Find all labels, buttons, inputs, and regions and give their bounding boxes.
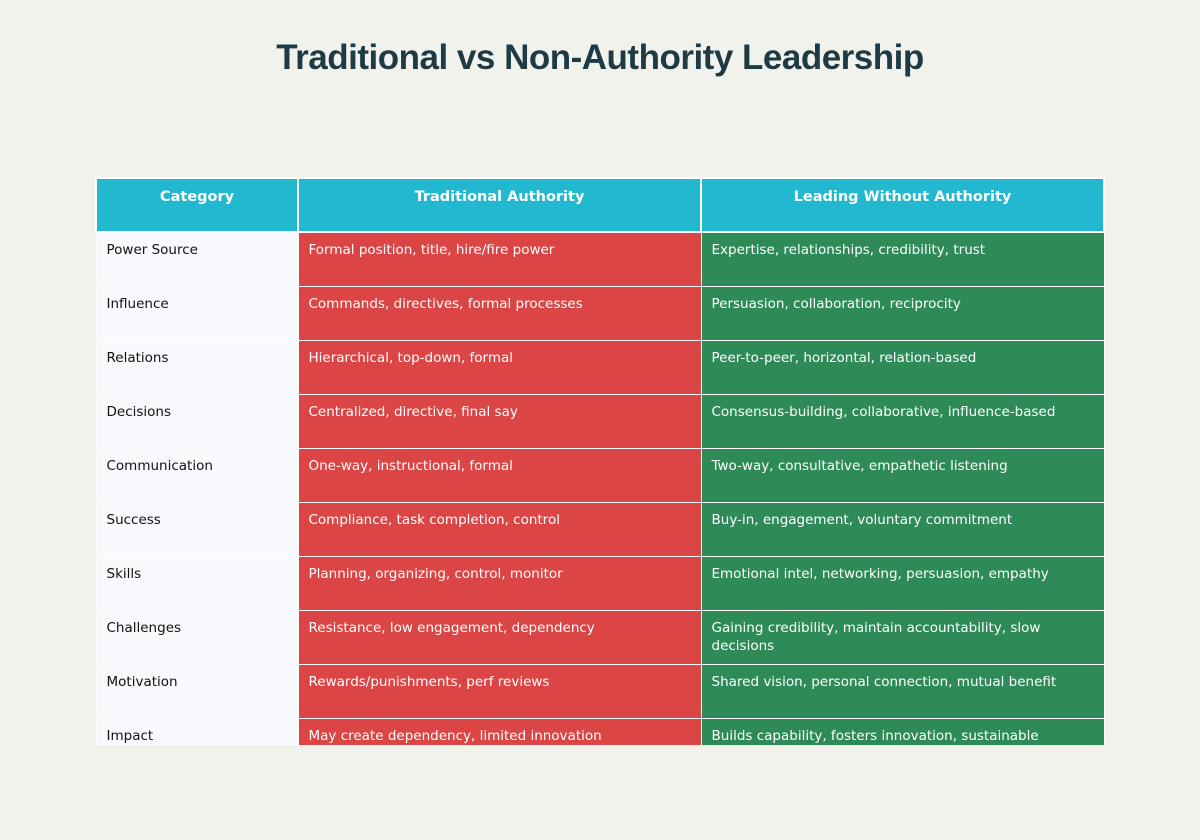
- cell-category: Success: [95, 501, 299, 557]
- cell-category: Influence: [95, 285, 299, 341]
- table-row: Success Compliance, task completion, cont…: [95, 501, 1105, 557]
- cell-leading-without-authority: Gaining credibility, maintain accountabi…: [700, 609, 1105, 665]
- cell-traditional-authority: One-way, instructional, formal: [297, 447, 702, 503]
- table-row: Motivation Rewards/punishments, perf revi…: [95, 663, 1105, 719]
- cell-leading-without-authority: Builds capability, fosters innovation, s…: [700, 717, 1105, 745]
- table-row: Challenges Resistance, low engagement, de…: [95, 609, 1105, 665]
- cell-traditional-authority: Planning, organizing, control, monitor: [297, 555, 702, 611]
- table-row: Power Source Formal position, title, hire…: [95, 231, 1105, 287]
- table-row: Influence Commands, directives, formal pr…: [95, 285, 1105, 341]
- table-body: Power Source Formal position, title, hire…: [95, 231, 1105, 745]
- cell-traditional-authority: Centralized, directive, final say: [297, 393, 702, 449]
- table-row: Relations Hierarchical, top-down, formal P…: [95, 339, 1105, 395]
- cell-leading-without-authority: Shared vision, personal connection, mutu…: [700, 663, 1105, 719]
- cell-leading-without-authority: Consensus-building, collaborative, influ…: [700, 393, 1105, 449]
- chart-title: Traditional vs Non-Authority Leadership: [276, 38, 924, 77]
- cell-leading-without-authority: Buy-in, engagement, voluntary commitment: [700, 501, 1105, 557]
- cell-category: Challenges: [95, 609, 299, 665]
- cell-category: Relations: [95, 339, 299, 395]
- header-traditional-authority: Traditional Authority: [297, 177, 702, 233]
- cell-category: Power Source: [95, 231, 299, 287]
- cell-category: Impact: [95, 717, 299, 745]
- header-leading-without-authority: Leading Without Authority: [700, 177, 1105, 233]
- comparison-table-container: Category Traditional Authority Leading W…: [95, 177, 1105, 745]
- cell-category: Decisions: [95, 393, 299, 449]
- cell-traditional-authority: May create dependency, limited innovatio…: [297, 717, 702, 745]
- cell-leading-without-authority: Emotional intel, networking, persuasion,…: [700, 555, 1105, 611]
- cell-category: Communication: [95, 447, 299, 503]
- header-category: Category: [95, 177, 299, 233]
- table-row: Communication One-way, instructional, for…: [95, 447, 1105, 503]
- cell-traditional-authority: Compliance, task completion, control: [297, 501, 702, 557]
- cell-category: Skills: [95, 555, 299, 611]
- table-row: Decisions Centralized, directive, final s…: [95, 393, 1105, 449]
- cell-leading-without-authority: Peer-to-peer, horizontal, relation-based: [700, 339, 1105, 395]
- table-row: Skills Planning, organizing, control, mon…: [95, 555, 1105, 611]
- comparison-table: Category Traditional Authority Leading W…: [95, 177, 1105, 745]
- cell-traditional-authority: Rewards/punishments, perf reviews: [297, 663, 702, 719]
- cell-traditional-authority: Hierarchical, top-down, formal: [297, 339, 702, 395]
- table-header-row: Category Traditional Authority Leading W…: [95, 177, 1105, 233]
- cell-leading-without-authority: Persuasion, collaboration, reciprocity: [700, 285, 1105, 341]
- cell-traditional-authority: Resistance, low engagement, dependency: [297, 609, 702, 665]
- cell-category: Motivation: [95, 663, 299, 719]
- cell-leading-without-authority: Two-way, consultative, empathetic listen…: [700, 447, 1105, 503]
- cell-leading-without-authority: Expertise, relationships, credibility, t…: [700, 231, 1105, 287]
- table-row: Impact May create dependency, limited inn…: [95, 717, 1105, 745]
- cell-traditional-authority: Commands, directives, formal processes: [297, 285, 702, 341]
- cell-traditional-authority: Formal position, title, hire/fire power: [297, 231, 702, 287]
